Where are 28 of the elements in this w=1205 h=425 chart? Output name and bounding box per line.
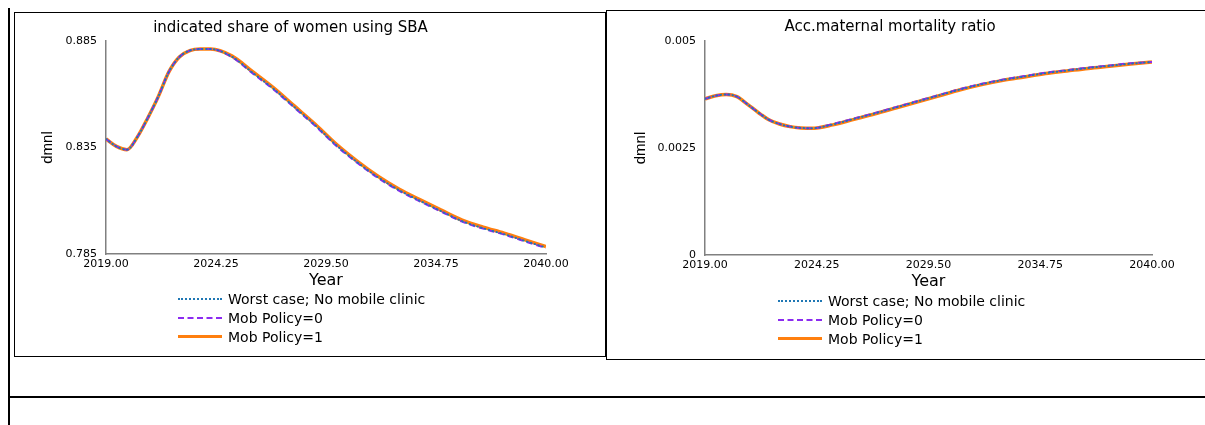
- x-tick-label: 2040.00: [1129, 258, 1175, 272]
- x-tick-label: 2029.50: [303, 257, 349, 271]
- y-tick-label: 0.0025: [657, 140, 696, 154]
- legend-label: Mob Policy=0: [228, 309, 323, 326]
- y-axis-title: dmnl: [38, 131, 56, 164]
- chart-title: indicated share of women using SBA: [153, 17, 429, 36]
- legend-label: Mob Policy=1: [828, 330, 923, 347]
- x-tick-label: 2034.75: [413, 257, 459, 271]
- x-tick-label: 2034.75: [1017, 258, 1063, 272]
- x-tick-label: 2019.00: [682, 258, 728, 272]
- y-axis-title: dmnl: [631, 131, 649, 165]
- legend-label: Worst case; No mobile clinic: [228, 290, 426, 307]
- chart-title: Acc.maternal mortality ratio: [784, 16, 996, 35]
- y-tick-label: 0.785: [65, 246, 97, 260]
- x-axis-title: Year: [910, 270, 946, 290]
- legend-label: Mob Policy=1: [228, 328, 323, 345]
- legend-label: Worst case; No mobile clinic: [828, 292, 1026, 309]
- x-tick-label: 2024.25: [193, 257, 239, 271]
- y-tick-label: 0.835: [65, 140, 97, 154]
- x-tick-label: 2029.50: [905, 258, 952, 272]
- y-tick-label: 0.885: [65, 33, 97, 47]
- x-tick-label: 2024.25: [794, 258, 840, 272]
- x-axis-title: Year: [308, 269, 344, 289]
- x-tick-label: 2040.00: [523, 257, 569, 271]
- y-tick-label: 0.005: [664, 33, 696, 47]
- x-tick-label: 2019.00: [83, 257, 129, 271]
- legend-label: Mob Policy=0: [828, 311, 923, 328]
- y-tick-label: 0: [689, 247, 696, 261]
